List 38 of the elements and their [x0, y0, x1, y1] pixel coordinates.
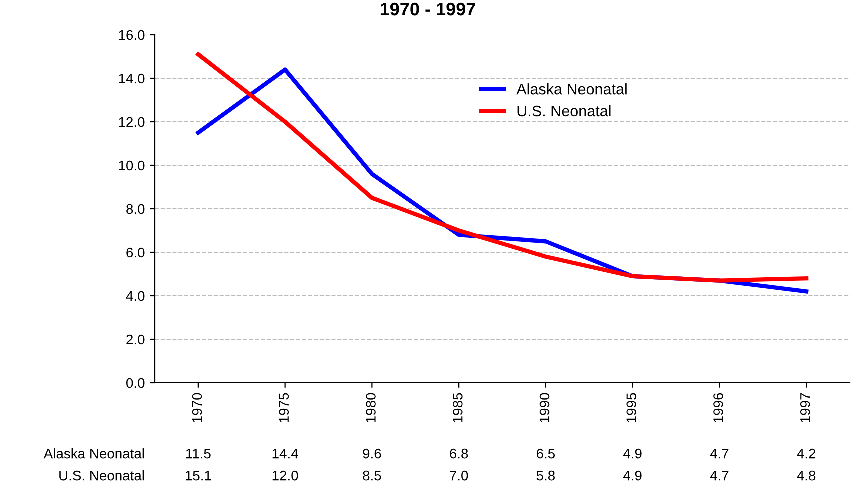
data-label: 6.5 [536, 448, 556, 459]
y-tick-label: 14.0 [119, 74, 145, 84]
x-tick-label: 1995 [626, 393, 637, 423]
y-tick-label: 2.0 [126, 334, 145, 345]
legend-label: Alaska Neonatal [516, 84, 627, 95]
data-label: 6.8 [450, 448, 468, 459]
legend-label: U.S. Neonatal [518, 105, 611, 117]
data-label: 4.2 [797, 448, 816, 459]
data-label: 9.6 [363, 448, 382, 459]
y-tick-label: 6.0 [126, 248, 145, 258]
text: U.S. Neonatal [60, 470, 144, 481]
x-tick-label: 1997 [800, 393, 810, 423]
data-label: 4.9 [623, 448, 642, 459]
x-tick-label: 1980 [366, 393, 376, 423]
data-label: 5.8 [536, 470, 555, 481]
x-tick-label: 1990 [540, 393, 550, 423]
data-label: 14.4 [272, 449, 298, 459]
data-label: 4.7 [710, 449, 729, 459]
x-tick-label: 1970 [192, 393, 202, 423]
y-tick-label: 4.0 [126, 291, 145, 302]
chart-title: 1970 - 1997 [380, 2, 476, 16]
data-label: 4.8 [797, 470, 816, 481]
data-label: 7.0 [450, 470, 468, 481]
data-label: 15.1 [186, 471, 212, 481]
y-tick-label: 8.0 [126, 204, 145, 214]
y-tick-label: 10.0 [119, 160, 145, 171]
y-tick-label: 0.0 [126, 378, 145, 388]
x-tick-label: 1996 [714, 393, 724, 423]
x-tick-label: 1985 [452, 393, 463, 423]
data-label: 4.7 [710, 471, 729, 481]
x-tick-label: 1975 [279, 393, 290, 423]
data-label: 8.5 [363, 470, 382, 481]
data-label: 11.5 [186, 449, 211, 459]
text: Alaska Neonatal [44, 448, 144, 459]
y-tick-label: 12.0 [119, 117, 145, 128]
y-tick-label: 16.0 [119, 30, 145, 40]
data-label: 4.9 [623, 470, 642, 481]
data-label: 12.0 [272, 470, 298, 481]
